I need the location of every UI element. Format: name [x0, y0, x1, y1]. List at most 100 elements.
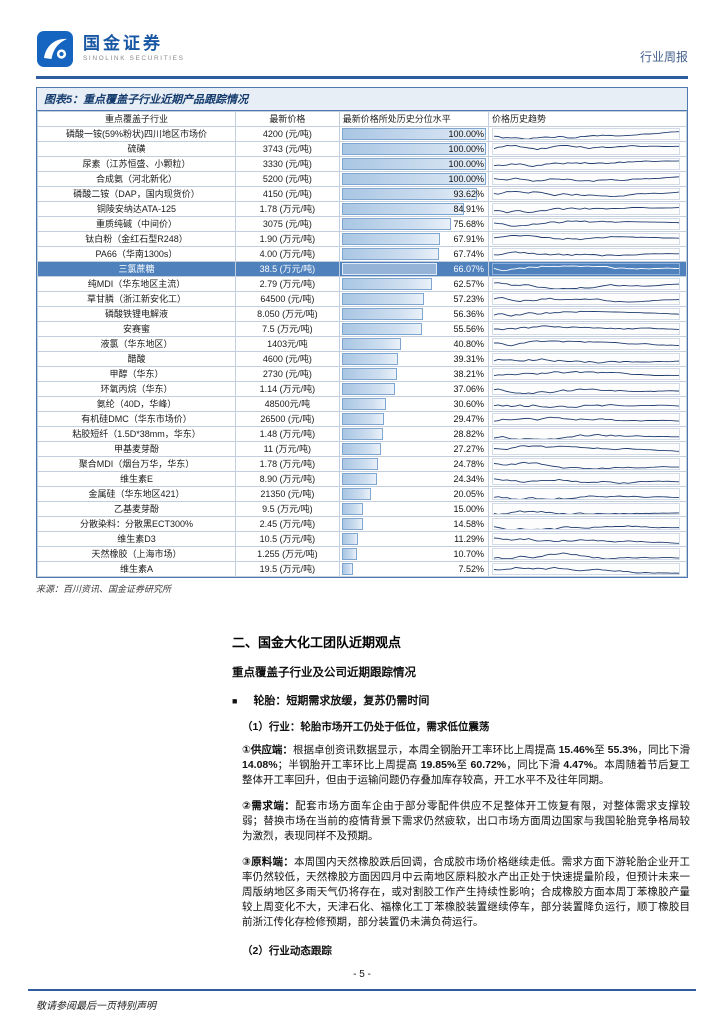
footer-disclaimer: 敬请参阅最后一页特别声明: [36, 1001, 156, 1012]
percentile-label: 75.68%: [453, 219, 485, 229]
latest-price: 1.78 (万元/吨): [234, 201, 340, 217]
table-row: 有机硅DMC（华东市场价） 26500 (元/吨) 29.47%: [37, 411, 687, 427]
percentile-bar: [341, 443, 382, 455]
percentile-label: 29.47%: [453, 414, 485, 424]
percentile-cell: 15.00%: [338, 501, 490, 517]
percentile-cell: 11.29%: [338, 531, 490, 547]
percentile-label: 37.06%: [453, 384, 485, 394]
industry-name: 金属硅（华东地区421）: [37, 486, 236, 502]
table-row: 三氯蔗糖 38.5 (万元/吨) 66.07%: [37, 261, 687, 277]
percentile-cell: 84.91%: [338, 201, 490, 217]
latest-price: 4600 (元/吨): [234, 351, 340, 367]
percentile-bar: [341, 158, 487, 170]
percentile-label: 100.00%: [448, 144, 485, 154]
price-trend-sparkline: [488, 366, 687, 382]
table-row: 聚合MDI（烟台万华，华东） 1.78 (万元/吨) 24.78%: [37, 456, 687, 472]
latest-price: 9.5 (万元/吨): [234, 501, 340, 517]
percentile-label: 57.23%: [453, 294, 485, 304]
percentile-label: 14.58%: [453, 519, 485, 529]
topic-1-title: （1）行业：轮胎市场开工仍处于低位，需求低位震荡: [242, 721, 490, 733]
percentile-bar: [341, 473, 377, 485]
table-row: 分散染料：分散黑ECT300% 2.45 (万元/吨) 14.58%: [37, 516, 687, 532]
percentile-bar: [341, 248, 440, 260]
percentile-label: 67.91%: [453, 234, 485, 244]
industry-name: 分散染料：分散黑ECT300%: [37, 516, 236, 532]
table-row: 环氧丙烷（华东） 1.14 (万元/吨) 37.06%: [37, 381, 687, 397]
industry-name: 铜陵安纳达ATA-125: [37, 201, 236, 217]
industry-name: 乙基麦芽酚: [37, 501, 236, 517]
product-table-body: 磷酸一铵(59%粉状)四川地区市场价 4200 (元/吨) 100.00% 硫磺 374…: [37, 126, 687, 577]
industry-name: 维生素E: [37, 471, 236, 487]
table-row: 维生素E 8.90 (万元/吨) 24.34%: [37, 471, 687, 487]
latest-price: 1.48 (万元/吨): [234, 426, 340, 442]
table-row: 维生素D3 10.5 (万元/吨) 11.29%: [37, 531, 687, 547]
doc-type-label: 行业周报: [639, 50, 688, 64]
source-note: 来源：百川资讯、国金证券研究所: [36, 584, 172, 594]
percentile-cell: 7.52%: [338, 561, 490, 577]
percentile-label: 30.60%: [453, 399, 485, 409]
percentile-cell: 38.21%: [338, 366, 490, 382]
price-trend-sparkline: [488, 336, 687, 352]
price-trend-sparkline: [488, 456, 687, 472]
topic-2-title: （2）行业动态跟踪: [242, 945, 332, 957]
latest-price: 3330 (元/吨): [234, 156, 340, 172]
price-trend-sparkline: [488, 306, 687, 322]
percentile-bar: [341, 308, 424, 320]
percentile-label: 20.05%: [453, 489, 485, 499]
table-row: 粘胶短纤（1.5D*38mm，华东） 1.48 (万元/吨) 28.82%: [37, 426, 687, 442]
price-trend-sparkline: [488, 531, 687, 547]
industry-name: 草甘膦（浙江新安化工）: [37, 291, 236, 307]
percentile-label: 62.57%: [453, 279, 485, 289]
price-trend-sparkline: [488, 246, 687, 262]
industry-name: 有机硅DMC（华东市场价）: [37, 411, 236, 427]
latest-price: 2.45 (万元/吨): [234, 516, 340, 532]
industry-name: 氨纶（40D，华峰）: [37, 396, 236, 412]
latest-price: 19.5 (万元/吨): [234, 561, 340, 577]
price-trend-sparkline: [488, 231, 687, 247]
industry-name: 重质纯碱（中间价）: [37, 216, 236, 232]
industry-name: 三氯蔗糖: [37, 261, 236, 277]
percentile-bar: [341, 278, 433, 290]
price-trend-sparkline: [488, 201, 687, 217]
percentile-label: 93.62%: [453, 189, 485, 199]
table-row: PA66（华南1300s） 4.00 (万元/吨) 67.74%: [37, 246, 687, 262]
percentile-cell: 66.07%: [338, 261, 490, 277]
price-trend-sparkline: [488, 276, 687, 292]
percentile-cell: 100.00%: [338, 156, 490, 172]
percentile-label: 56.36%: [453, 309, 485, 319]
latest-price: 8.90 (万元/吨): [234, 471, 340, 487]
percentile-bar: [341, 383, 396, 395]
table-row: 尿素（江苏恒盛、小颗粒） 3330 (元/吨) 100.00%: [37, 156, 687, 172]
industry-name: 天然橡胶（上海市场）: [37, 546, 236, 562]
industry-name: 维生素A: [37, 561, 236, 577]
latest-price: 26500 (元/吨): [234, 411, 340, 427]
percentile-cell: 75.68%: [338, 216, 490, 232]
table-row: 钛白粉（金红石型R248） 1.90 (万元/吨) 67.91%: [37, 231, 687, 247]
percentile-cell: 100.00%: [338, 126, 490, 142]
latest-price: 64500 (元/吨): [234, 291, 340, 307]
table-row: 安赛蜜 7.5 (万元/吨) 55.56%: [37, 321, 687, 337]
price-trend-sparkline: [488, 441, 687, 457]
percentile-bar: [341, 413, 385, 425]
latest-price: 3075 (元/吨): [234, 216, 340, 232]
price-trend-sparkline: [488, 126, 687, 142]
latest-price: 1.78 (万元/吨): [234, 456, 340, 472]
percentile-cell: 30.60%: [338, 396, 490, 412]
industry-name: 聚合MDI（烟台万华，华东）: [37, 456, 236, 472]
percentile-bar: [341, 563, 353, 575]
percentile-cell: 20.05%: [338, 486, 490, 502]
footer-divider: [28, 989, 696, 991]
percentile-cell: 100.00%: [338, 141, 490, 157]
figure-5: 图表5：重点覆盖子行业近期产品跟踪情况 重点覆盖子行业 最新价格 最新价格所处历…: [36, 87, 688, 578]
percentile-cell: 29.47%: [338, 411, 490, 427]
latest-price: 1.90 (万元/吨): [234, 231, 340, 247]
price-trend-sparkline: [488, 171, 687, 187]
latest-price: 1.14 (万元/吨): [234, 381, 340, 397]
percentile-cell: 10.70%: [338, 546, 490, 562]
section-title: 二、国金大化工团队近期观点: [232, 635, 402, 650]
latest-price: 2.79 (万元/吨): [234, 276, 340, 292]
latest-price: 21350 (元/吨): [234, 486, 340, 502]
paragraph: ②需求端：配套市场方面车企由于部分零配件供应不足整体开工恢复有限，对整体需求支撑…: [242, 800, 691, 842]
price-trend-sparkline: [488, 561, 687, 577]
